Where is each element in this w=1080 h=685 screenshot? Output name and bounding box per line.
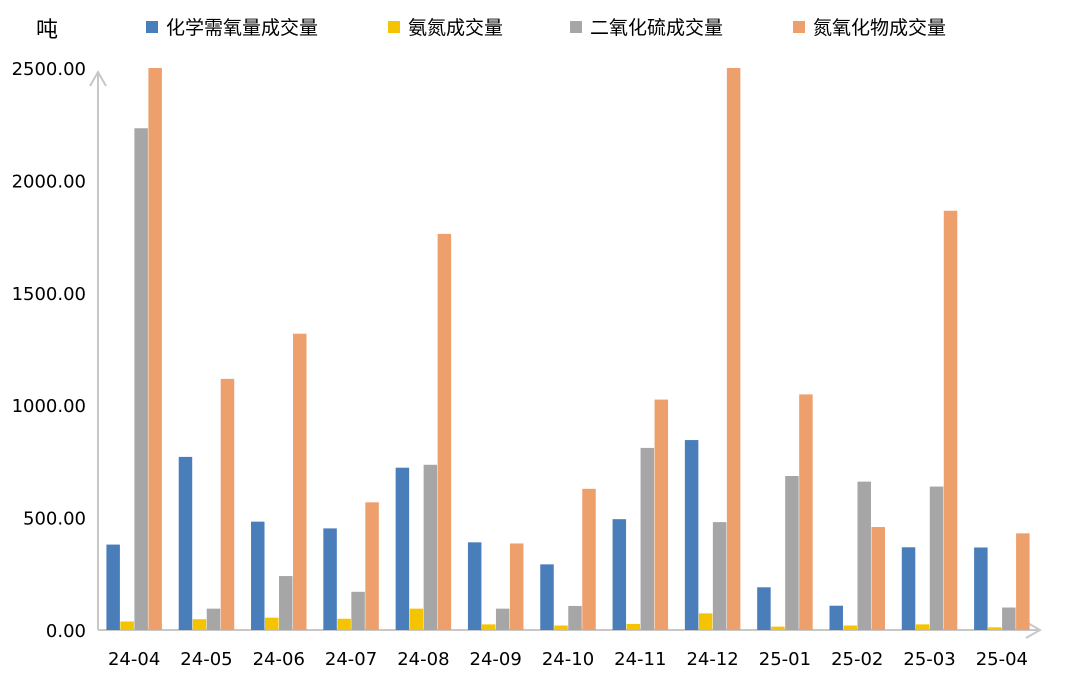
bar-25-04-3 bbox=[1016, 533, 1030, 630]
bar-24-05-1 bbox=[192, 619, 207, 630]
bar-25-03-0 bbox=[901, 547, 916, 630]
x-axis-arrow bbox=[1025, 621, 1043, 639]
bar-24-09-0 bbox=[467, 542, 482, 630]
y-tick-label: 1000.00 bbox=[12, 396, 86, 417]
legend-swatch-1 bbox=[388, 21, 400, 33]
bar-24-12-2 bbox=[712, 522, 727, 630]
bar-24-04-0 bbox=[106, 544, 120, 630]
legend-swatch-3 bbox=[793, 21, 805, 33]
x-tick-label: 24-06 bbox=[253, 649, 305, 670]
y-tick-label: 1500.00 bbox=[12, 284, 86, 305]
bar-24-07-3 bbox=[365, 502, 379, 630]
bar-24-10-2 bbox=[568, 605, 582, 630]
x-tick-label: 24-05 bbox=[180, 649, 232, 670]
bar-24-04-3 bbox=[148, 68, 162, 630]
bar-24-07-2 bbox=[351, 591, 365, 630]
bar-25-02-0 bbox=[829, 605, 843, 630]
bar-24-12-0 bbox=[684, 440, 699, 630]
bar-24-10-1 bbox=[554, 625, 568, 630]
y-tick-label: 500.00 bbox=[23, 509, 86, 530]
legend-label-2: 二氧化硫成交量 bbox=[590, 17, 723, 39]
bar-24-10-0 bbox=[540, 564, 554, 630]
x-tick-label: 25-04 bbox=[976, 649, 1028, 670]
bar-25-03-3 bbox=[943, 210, 958, 631]
x-tick-label: 24-10 bbox=[542, 649, 594, 670]
bar-25-04-2 bbox=[1002, 607, 1016, 630]
x-tick-label: 24-12 bbox=[686, 649, 738, 670]
bar-25-01-0 bbox=[757, 587, 771, 630]
bar-24-08-0 bbox=[395, 467, 410, 630]
bars bbox=[106, 68, 1030, 631]
bar-24-06-1 bbox=[265, 617, 279, 630]
x-tick-label: 24-04 bbox=[108, 649, 160, 670]
bar-25-01-2 bbox=[785, 476, 799, 630]
bar-24-11-1 bbox=[626, 623, 641, 630]
bar-24-12-3 bbox=[726, 68, 741, 630]
legend-label-0: 化学需氧量成交量 bbox=[166, 17, 318, 39]
x-tick-labels: 24-04 24-05 24-06 24-07 24-08 24-09 24-10 24-11… bbox=[108, 649, 1028, 670]
bar-25-04-1 bbox=[988, 627, 1002, 630]
bar-24-10-3 bbox=[582, 488, 596, 630]
bar-24-09-3 bbox=[509, 543, 524, 630]
bar-24-05-0 bbox=[178, 456, 193, 630]
bar-25-02-1 bbox=[843, 625, 857, 630]
bar-24-06-3 bbox=[293, 333, 307, 630]
bar-24-09-1 bbox=[481, 624, 496, 630]
bar-24-07-1 bbox=[337, 618, 351, 630]
y-tick-labels: 0.00 500.00 1000.00 1500.00 2000.00 2500.00 bbox=[12, 59, 86, 642]
bar-24-08-2 bbox=[423, 464, 438, 630]
bar-24-08-3 bbox=[437, 233, 452, 630]
bar-25-02-3 bbox=[871, 527, 885, 630]
bar-24-11-2 bbox=[640, 447, 655, 630]
x-tick-label: 24-09 bbox=[470, 649, 522, 670]
y-axis-arrow bbox=[89, 69, 107, 87]
x-tick-label: 24-08 bbox=[397, 649, 449, 670]
bar-24-05-2 bbox=[206, 608, 221, 630]
bar-25-01-3 bbox=[799, 394, 813, 630]
bar-24-06-0 bbox=[251, 521, 265, 630]
bar-24-12-1 bbox=[698, 613, 713, 630]
legend-swatch-2 bbox=[570, 21, 582, 33]
bar-24-11-0 bbox=[612, 519, 627, 630]
bar-24-06-2 bbox=[279, 576, 293, 630]
bar-24-05-3 bbox=[220, 378, 235, 630]
bar-25-01-1 bbox=[771, 626, 785, 630]
bar-25-03-1 bbox=[915, 624, 930, 630]
x-tick-label: 24-07 bbox=[325, 649, 377, 670]
x-tick-label: 25-02 bbox=[831, 649, 883, 670]
bar-24-04-2 bbox=[134, 128, 148, 630]
x-tick-label: 25-03 bbox=[903, 649, 955, 670]
bar-24-04-1 bbox=[120, 621, 134, 630]
legend-swatch-0 bbox=[146, 21, 158, 33]
bar-24-11-3 bbox=[654, 399, 669, 630]
bar-24-09-2 bbox=[495, 608, 510, 630]
legend-label-3: 氮氧化物成交量 bbox=[813, 17, 946, 39]
y-tick-label: 0.00 bbox=[46, 621, 86, 642]
bar-25-03-2 bbox=[929, 486, 944, 630]
x-tick-label: 25-01 bbox=[759, 649, 811, 670]
legend-label-1: 氨氮成交量 bbox=[408, 17, 503, 39]
x-tick-label: 24-11 bbox=[614, 649, 666, 670]
bar-24-07-0 bbox=[323, 528, 337, 630]
legend: 化学需氧量成交量 氨氮成交量 二氧化硫成交量 氮氧化物成交量 bbox=[146, 17, 946, 39]
y-unit-label: 吨 bbox=[36, 18, 58, 43]
bar-24-08-1 bbox=[409, 608, 424, 630]
bar-25-02-2 bbox=[857, 481, 871, 630]
y-tick-label: 2000.00 bbox=[12, 171, 86, 192]
y-tick-label: 2500.00 bbox=[12, 59, 86, 80]
bar-25-04-0 bbox=[974, 547, 988, 630]
